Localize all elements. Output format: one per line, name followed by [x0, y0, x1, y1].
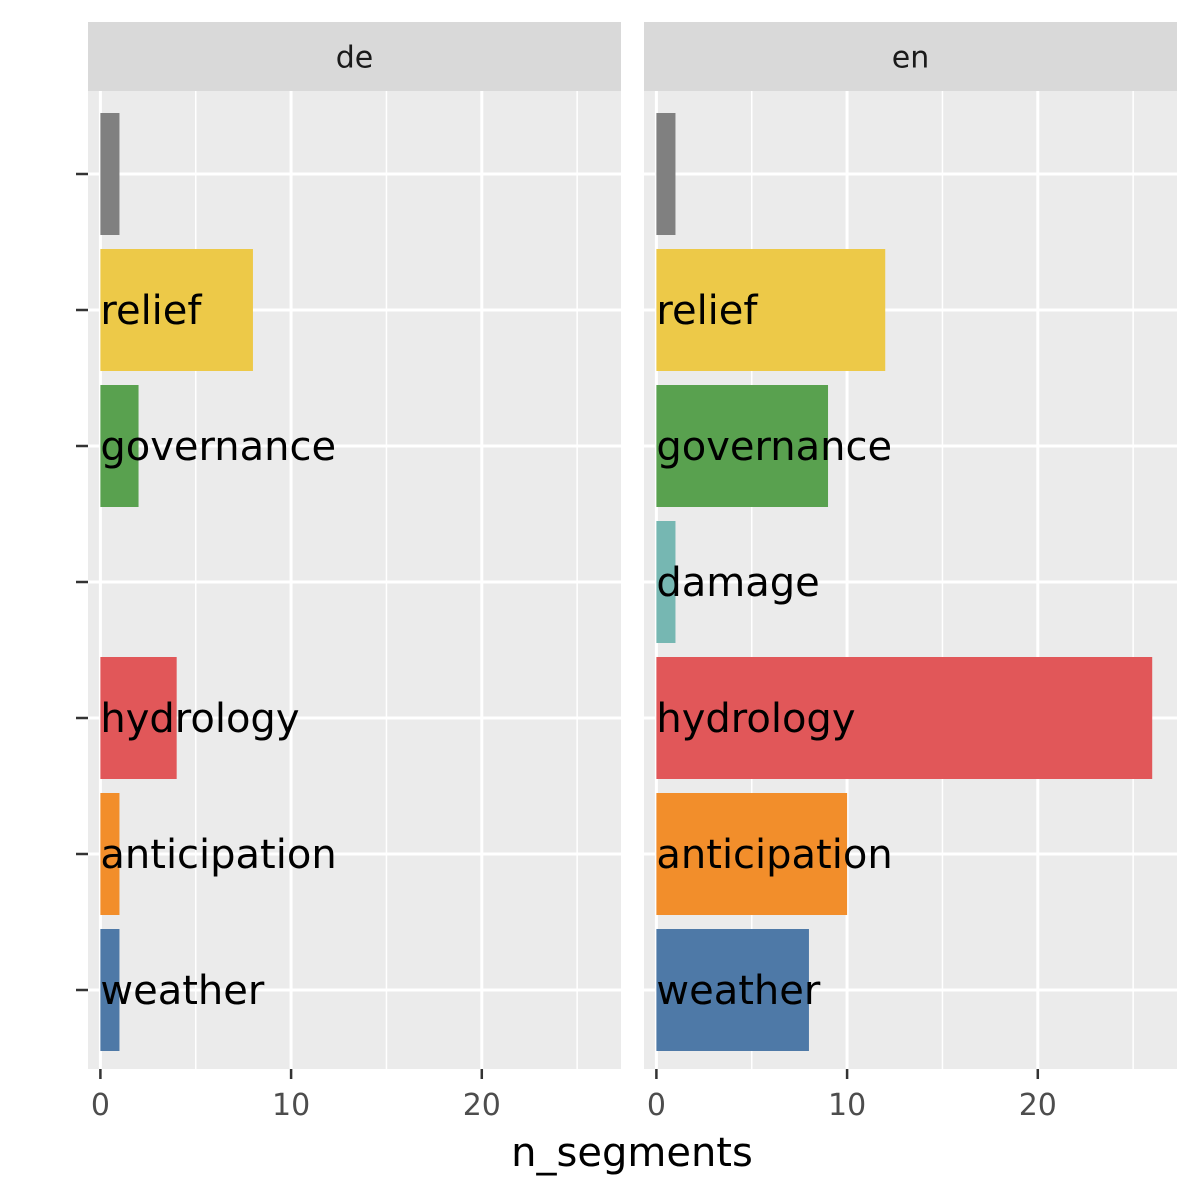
- bar-de-unlabeled: [100, 113, 120, 235]
- bar-en-weather: [656, 929, 809, 1051]
- bar-label-relief: relief: [656, 288, 758, 334]
- bar-label-anticipation: anticipation: [100, 832, 336, 878]
- bar-de-governance: [100, 385, 139, 507]
- bar-label-weather: weather: [656, 968, 820, 1014]
- bar-en-anticipation: [656, 793, 848, 915]
- bar-en-governance: [656, 385, 829, 507]
- bar-en-relief: [656, 249, 886, 371]
- bar-de-relief: [100, 249, 253, 371]
- bar-en-hydrology: [656, 657, 1153, 779]
- bar-de-hydrology: [100, 657, 177, 779]
- x-tick-label: 20: [463, 1088, 501, 1123]
- bar-label-hydrology: hydrology: [656, 696, 855, 742]
- bar-de-weather: [100, 929, 120, 1051]
- x-tick-label: 20: [1019, 1088, 1057, 1123]
- bar-label-anticipation: anticipation: [656, 832, 892, 878]
- bar-en-unlabeled: [656, 113, 676, 235]
- bar-en-damage: [656, 521, 676, 643]
- x-tick-label: 0: [647, 1088, 666, 1123]
- x-axis-title: n_segments: [511, 1130, 753, 1176]
- facet-strip-de: [88, 22, 621, 91]
- facet-panel-en: en relief governance damage hydrology anticip…: [644, 22, 1177, 1123]
- x-tick-label: 10: [828, 1088, 866, 1123]
- panel-background: [88, 91, 621, 1069]
- x-tick-label: 0: [91, 1088, 110, 1123]
- facet-strip-label: de: [336, 41, 374, 76]
- facet-panel-de: de relief governance hydrology anticipation w…: [88, 22, 621, 1123]
- bar-label-hydrology: hydrology: [100, 696, 299, 742]
- facet-strip-en: [644, 22, 1177, 91]
- bar-de-anticipation: [100, 793, 120, 915]
- facet-strip-label: en: [892, 41, 929, 76]
- bar-label-governance: governance: [100, 424, 336, 470]
- bar-label-relief: relief: [100, 288, 202, 334]
- bar-label-governance: governance: [656, 424, 892, 470]
- bar-label-weather: weather: [100, 968, 264, 1014]
- bar-label-damage: damage: [656, 560, 819, 606]
- x-tick-label: 10: [272, 1088, 310, 1123]
